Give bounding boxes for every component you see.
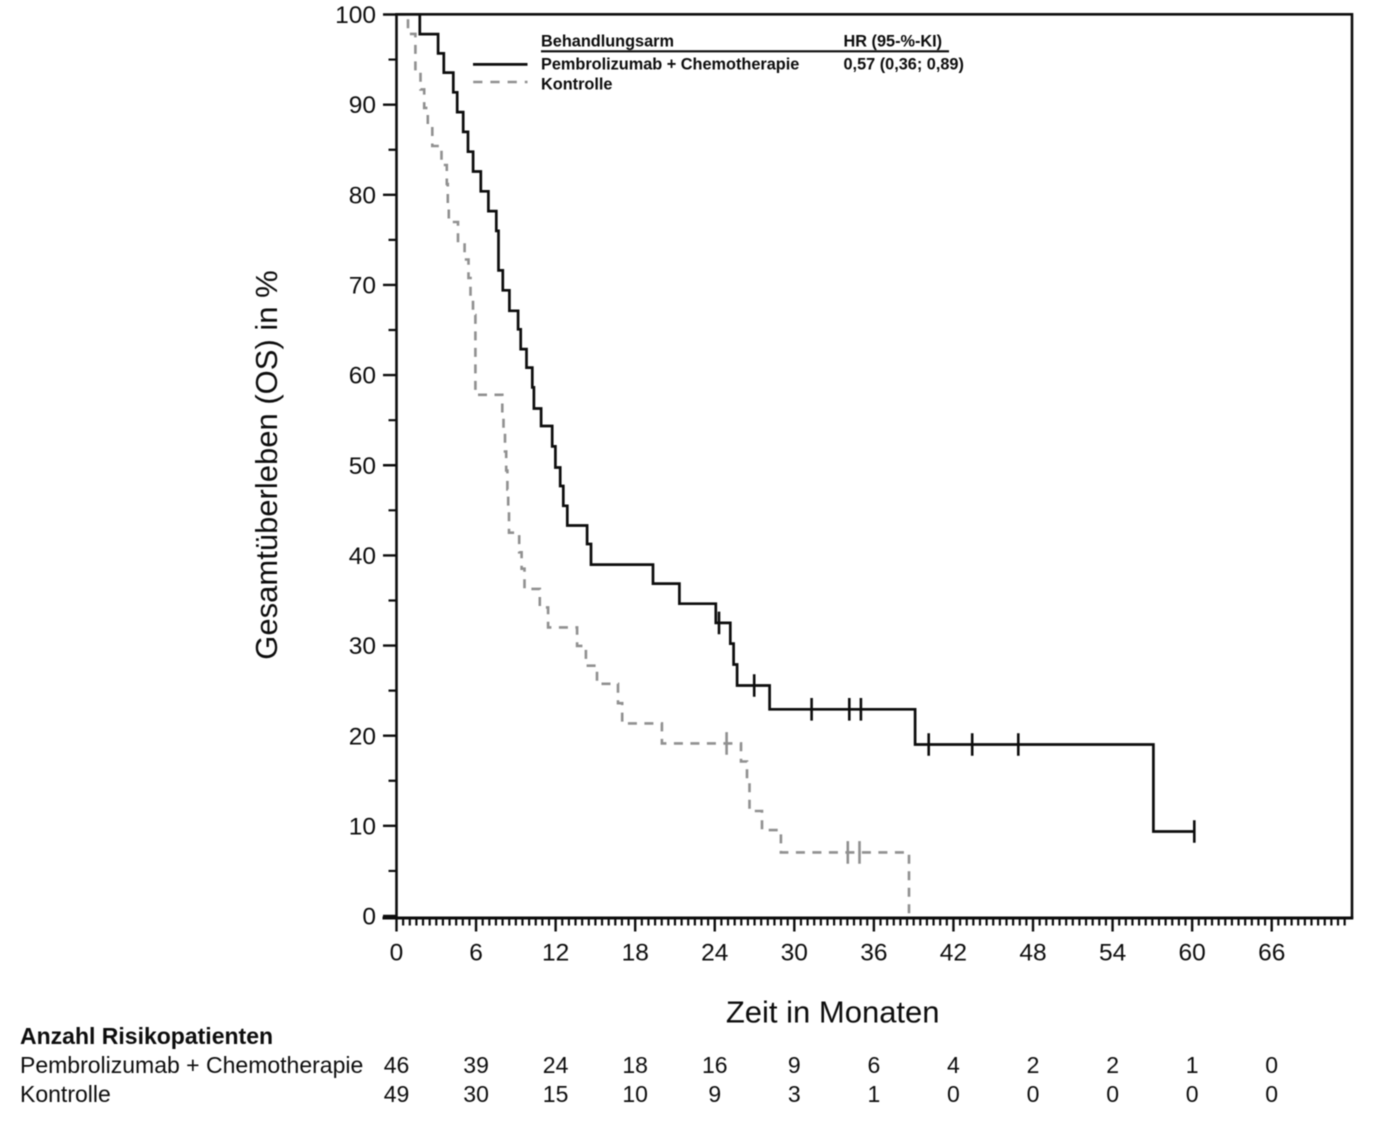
svg-text:36: 36 — [860, 940, 887, 967]
svg-text:30: 30 — [781, 940, 808, 967]
svg-text:16: 16 — [702, 1052, 728, 1078]
svg-text:1: 1 — [1186, 1052, 1199, 1078]
svg-text:54: 54 — [1099, 940, 1126, 967]
svg-text:18: 18 — [622, 940, 649, 967]
svg-text:18: 18 — [622, 1052, 648, 1078]
svg-text:10: 10 — [349, 814, 376, 841]
svg-text:42: 42 — [940, 940, 967, 967]
svg-text:Pembrolizumab + Chemotherapie: Pembrolizumab + Chemotherapie — [20, 1052, 363, 1078]
svg-text:Kontrolle: Kontrolle — [541, 75, 612, 93]
svg-text:2: 2 — [1027, 1052, 1040, 1078]
svg-text:Gesamtüberleben (OS) in %: Gesamtüberleben (OS) in % — [249, 270, 284, 659]
svg-text:30: 30 — [463, 1081, 489, 1107]
svg-text:60: 60 — [349, 363, 376, 390]
svg-text:0: 0 — [1106, 1081, 1119, 1107]
svg-text:Zeit in Monaten: Zeit in Monaten — [726, 995, 940, 1030]
svg-text:3: 3 — [788, 1081, 801, 1107]
svg-text:Kontrolle: Kontrolle — [20, 1081, 111, 1107]
svg-text:100: 100 — [335, 2, 376, 29]
svg-text:40: 40 — [349, 543, 376, 570]
svg-text:0: 0 — [1186, 1081, 1199, 1107]
svg-text:1: 1 — [868, 1081, 881, 1107]
svg-text:9: 9 — [788, 1052, 801, 1078]
svg-text:50: 50 — [349, 453, 376, 480]
svg-text:46: 46 — [384, 1052, 410, 1078]
svg-text:15: 15 — [543, 1081, 569, 1107]
svg-text:90: 90 — [349, 92, 376, 119]
svg-text:0,57 (0,36; 0,89): 0,57 (0,36; 0,89) — [844, 55, 964, 73]
svg-text:Pembrolizumab + Chemotherapie: Pembrolizumab + Chemotherapie — [541, 55, 799, 73]
svg-text:6: 6 — [469, 940, 483, 967]
svg-text:0: 0 — [1265, 1081, 1278, 1107]
svg-text:HR (95-%-KI): HR (95-%-KI) — [844, 33, 943, 51]
svg-text:4: 4 — [947, 1052, 960, 1078]
svg-text:Behandlungsarm: Behandlungsarm — [541, 33, 674, 51]
svg-text:12: 12 — [542, 940, 569, 967]
svg-text:20: 20 — [349, 723, 376, 750]
svg-text:60: 60 — [1178, 940, 1205, 967]
svg-text:Anzahl Risikopatienten: Anzahl Risikopatienten — [20, 1023, 273, 1049]
svg-text:0: 0 — [362, 904, 376, 931]
svg-text:10: 10 — [622, 1081, 648, 1107]
svg-text:24: 24 — [543, 1052, 569, 1078]
svg-text:9: 9 — [708, 1081, 721, 1107]
svg-text:0: 0 — [390, 940, 404, 967]
svg-text:39: 39 — [463, 1052, 489, 1078]
svg-text:2: 2 — [1106, 1052, 1119, 1078]
svg-text:0: 0 — [1027, 1081, 1040, 1107]
svg-text:70: 70 — [349, 273, 376, 300]
svg-text:0: 0 — [1265, 1052, 1278, 1078]
svg-text:48: 48 — [1019, 940, 1046, 967]
svg-text:66: 66 — [1258, 940, 1285, 967]
svg-text:49: 49 — [384, 1081, 410, 1107]
svg-text:6: 6 — [868, 1052, 881, 1078]
svg-text:0: 0 — [947, 1081, 960, 1107]
svg-text:24: 24 — [701, 940, 728, 967]
svg-text:80: 80 — [349, 182, 376, 209]
svg-text:30: 30 — [349, 633, 376, 660]
